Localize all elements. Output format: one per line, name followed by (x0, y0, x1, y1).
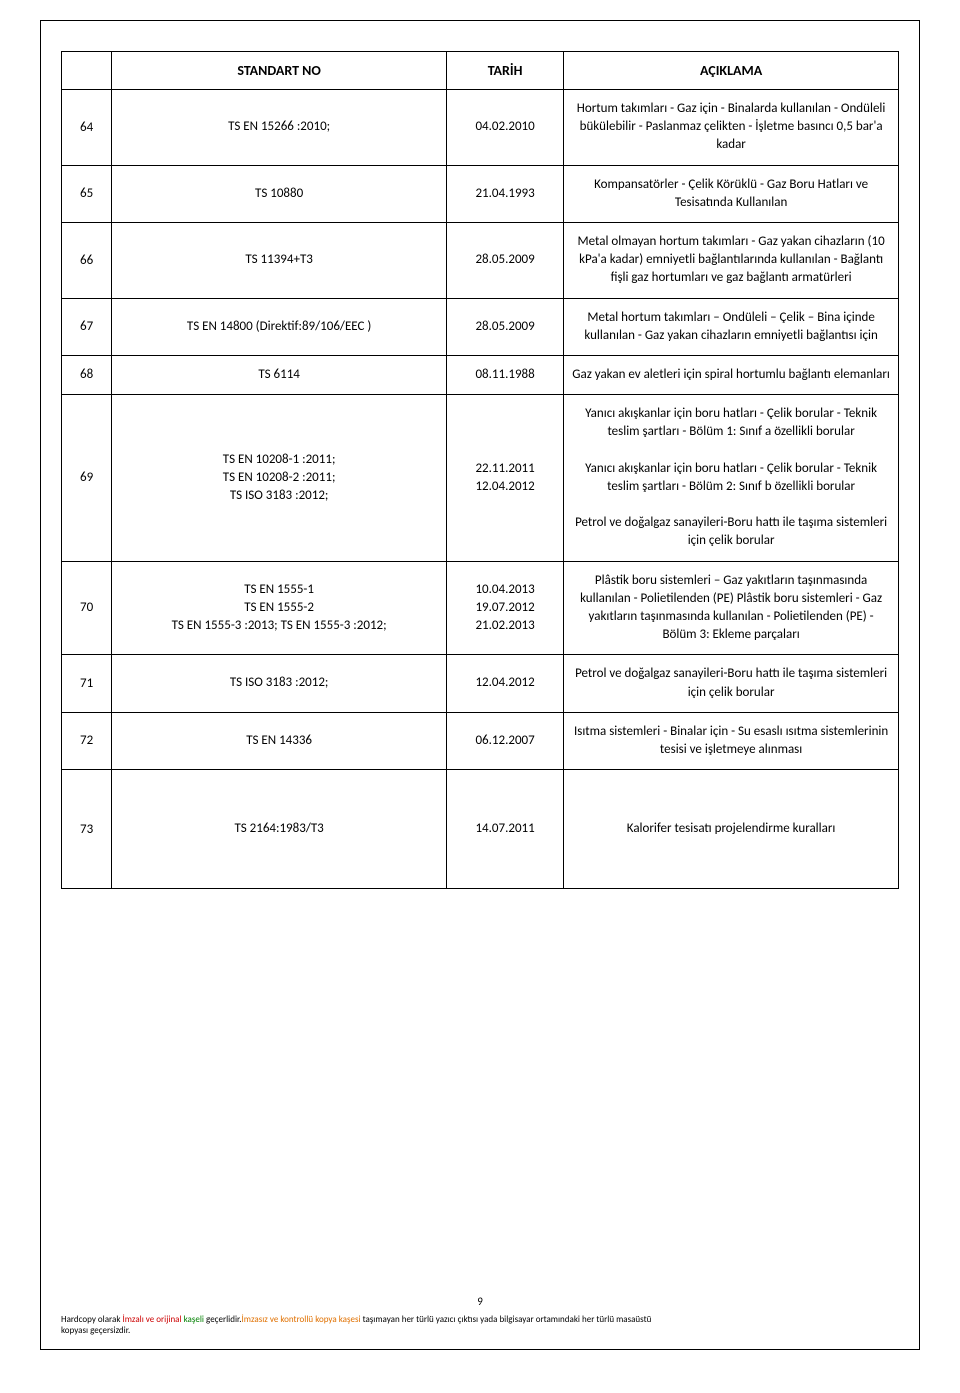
cell-description: Kalorifer tesisatı projelendirme kuralla… (564, 770, 899, 889)
header-row: STANDART NO TARİH AÇIKLAMA (62, 52, 899, 90)
cell-num: 66 (62, 222, 112, 298)
table-row: 72TS EN 1433606.12.2007Isıtma sistemleri… (62, 712, 899, 769)
cell-num: 71 (62, 655, 112, 712)
cell-standard: TS EN 14336 (112, 712, 447, 769)
table-row: 68TS 611408.11.1988Gaz yakan ev aletleri… (62, 355, 899, 394)
cell-description: Yanıcı akışkanlar için boru hatları - Çe… (564, 395, 899, 562)
cell-standard: TS EN 15266 :2010; (112, 90, 447, 166)
page-footer: 9 Hardcopy olarak İmzalı ve orijinal kaş… (61, 1295, 899, 1337)
cell-date: 14.07.2011 (447, 770, 564, 889)
table-row: 66TS 11394+T328.05.2009Metal olmayan hor… (62, 222, 899, 298)
table-row: 67TS EN 14800 (Direktif:89/106/EEC )28.0… (62, 298, 899, 355)
header-date: TARİH (447, 52, 564, 90)
cell-num: 69 (62, 395, 112, 562)
cell-description: Metal hortum takımları – Ondüleli – Çeli… (564, 298, 899, 355)
table-body: 64TS EN 15266 :2010;04.02.2010Hortum tak… (62, 90, 899, 889)
footer-tail: taşımayan her türlü yazıcı çıktısı yada … (361, 1314, 652, 1325)
cell-description: Kompansatörler - Çelik Körüklü - Gaz Bor… (564, 165, 899, 222)
cell-date: 06.12.2007 (447, 712, 564, 769)
cell-description: Metal olmayan hortum takımları - Gaz yak… (564, 222, 899, 298)
footer-line-2: kopyası geçersizdir. (61, 1325, 899, 1337)
cell-description: Hortum takımları - Gaz için - Binalarda … (564, 90, 899, 166)
table-row: 71TS ISO 3183 :2012;12.04.2012Petrol ve … (62, 655, 899, 712)
table-row: 69TS EN 10208-1 :2011;TS EN 10208-2 :201… (62, 395, 899, 562)
cell-num: 73 (62, 770, 112, 889)
footer-red: İmzalı ve orijinal (122, 1314, 181, 1325)
table-row: 70TS EN 1555-1TS EN 1555-2TS EN 1555-3 :… (62, 561, 899, 655)
header-description: AÇIKLAMA (564, 52, 899, 90)
cell-standard: TS 10880 (112, 165, 447, 222)
footer-green: kaşeli (184, 1314, 204, 1325)
footer-line-1: Hardcopy olarak İmzalı ve orijinal kaşel… (61, 1314, 899, 1326)
standards-table: STANDART NO TARİH AÇIKLAMA 64TS EN 15266… (61, 51, 899, 889)
cell-standard: TS 2164:1983/T3 (112, 770, 447, 889)
cell-date: 28.05.2009 (447, 222, 564, 298)
header-standard: STANDART NO (112, 52, 447, 90)
cell-standard: TS EN 10208-1 :2011;TS EN 10208-2 :2011;… (112, 395, 447, 562)
cell-date: 04.02.2010 (447, 90, 564, 166)
cell-description: Isıtma sistemleri - Binalar için - Su es… (564, 712, 899, 769)
table-row: 65TS 1088021.04.1993Kompansatörler - Çel… (62, 165, 899, 222)
cell-date: 10.04.201319.07.201221.02.2013 (447, 561, 564, 655)
header-blank (62, 52, 112, 90)
cell-standard: TS EN 1555-1TS EN 1555-2TS EN 1555-3 :20… (112, 561, 447, 655)
cell-date: 28.05.2009 (447, 298, 564, 355)
cell-num: 65 (62, 165, 112, 222)
table-row: 73TS 2164:1983/T314.07.2011Kalorifer tes… (62, 770, 899, 889)
cell-date: 22.11.201112.04.2012 (447, 395, 564, 562)
cell-num: 70 (62, 561, 112, 655)
footer-orange: İmzasız ve kontrollü kopya kaşesi (242, 1314, 361, 1325)
cell-date: 12.04.2012 (447, 655, 564, 712)
footer-post: geçerlidir. (204, 1314, 242, 1325)
cell-num: 64 (62, 90, 112, 166)
page-number: 9 (61, 1295, 899, 1309)
cell-date: 08.11.1988 (447, 355, 564, 394)
cell-num: 72 (62, 712, 112, 769)
cell-standard: TS 11394+T3 (112, 222, 447, 298)
cell-num: 67 (62, 298, 112, 355)
table-row: 64TS EN 15266 :2010;04.02.2010Hortum tak… (62, 90, 899, 166)
cell-description: Gaz yakan ev aletleri için spiral hortum… (564, 355, 899, 394)
cell-standard: TS ISO 3183 :2012; (112, 655, 447, 712)
cell-description: Petrol ve doğalgaz sanayileri-Boru hattı… (564, 655, 899, 712)
cell-date: 21.04.1993 (447, 165, 564, 222)
page-frame: STANDART NO TARİH AÇIKLAMA 64TS EN 15266… (40, 20, 920, 1350)
cell-standard: TS 6114 (112, 355, 447, 394)
footer-pre: Hardcopy olarak (61, 1314, 122, 1325)
cell-standard: TS EN 14800 (Direktif:89/106/EEC ) (112, 298, 447, 355)
cell-num: 68 (62, 355, 112, 394)
cell-description: Plâstik boru sistemleri – Gaz yakıtların… (564, 561, 899, 655)
